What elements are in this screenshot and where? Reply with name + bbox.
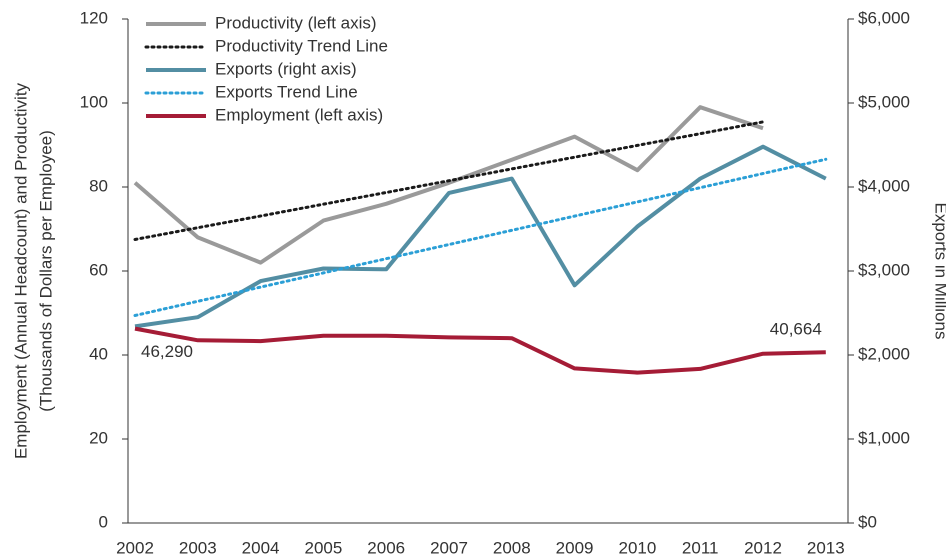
x-tick-label: 2012: [744, 538, 782, 557]
legend-label: Exports (right axis): [215, 59, 357, 78]
y2-tick-label: $2,000: [858, 344, 910, 363]
x-tick-label: 2008: [493, 538, 531, 557]
x-tick-label: 2010: [618, 538, 656, 557]
y-tick-label: 80: [89, 176, 108, 195]
series-line: [133, 105, 764, 265]
x-tick-label: 2004: [242, 538, 280, 557]
x-tick-label: 2007: [430, 538, 468, 557]
series-line: [134, 144, 827, 329]
x-tick-label: 2006: [367, 538, 405, 557]
y2-tick-label: $4,000: [858, 176, 910, 195]
x-tick-label: 2003: [179, 538, 217, 557]
data-label: 40,664: [770, 320, 822, 339]
x-tick-label: 2013: [807, 538, 845, 557]
y2-tick-label: $3,000: [858, 260, 910, 279]
y-tick-label: 100: [80, 92, 108, 111]
y-tick-label: 120: [80, 8, 108, 27]
y2-tick-label: $1,000: [858, 428, 910, 447]
y2-tick-label: $0: [858, 512, 877, 531]
x-tick-label: 2011: [682, 538, 719, 557]
y2-tick-label: $6,000: [858, 8, 910, 27]
x-tick-label: 2009: [556, 538, 594, 557]
y2-tick-label: $5,000: [858, 92, 910, 111]
legend-label: Employment (left axis): [215, 105, 383, 124]
series-line: [133, 120, 765, 241]
y-tick-label: 0: [99, 512, 108, 531]
legend-label: Productivity Trend Line: [215, 36, 388, 55]
y2-axis-label: Exports in Millions: [932, 203, 946, 340]
y-axis-label: Employment (Annual Headcount) and Produc…: [11, 82, 30, 459]
legend-label: Productivity (left axis): [215, 13, 377, 32]
series-line: [134, 326, 826, 375]
x-tick-label: 2002: [116, 538, 154, 557]
y-tick-label: 20: [89, 428, 108, 447]
y-tick-label: 60: [89, 260, 108, 279]
data-label: 46,290: [141, 342, 193, 361]
y-axis-label: (Thousands of Dollars per Employee): [36, 130, 55, 412]
x-tick-label: 2005: [304, 538, 342, 557]
y-tick-label: 40: [89, 344, 108, 363]
series-line: [133, 157, 828, 317]
legend-label: Exports Trend Line: [215, 82, 358, 101]
